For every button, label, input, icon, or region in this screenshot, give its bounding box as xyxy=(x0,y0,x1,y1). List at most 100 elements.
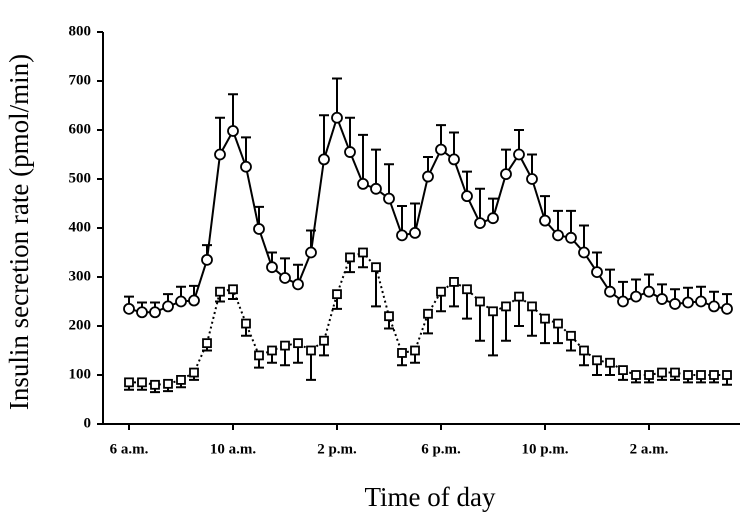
marker xyxy=(709,370,719,380)
marker xyxy=(280,340,290,351)
marker xyxy=(566,330,576,341)
marker xyxy=(592,355,602,366)
marker xyxy=(552,229,564,242)
error-bar xyxy=(332,77,342,118)
y-tick-label: 0 xyxy=(84,415,92,431)
x-tick-label: 6 p.m. xyxy=(421,441,461,457)
marker xyxy=(266,261,278,274)
marker xyxy=(357,177,369,190)
marker xyxy=(240,160,252,173)
marker xyxy=(137,377,147,388)
marker xyxy=(643,285,655,298)
marker xyxy=(228,284,238,295)
marker xyxy=(500,168,512,181)
marker xyxy=(188,294,200,307)
marker xyxy=(683,370,693,380)
marker xyxy=(461,190,473,203)
error-bar xyxy=(501,306,511,342)
marker xyxy=(514,291,524,302)
marker xyxy=(345,252,355,263)
marker xyxy=(565,231,577,244)
marker xyxy=(396,229,408,242)
marker xyxy=(410,345,420,356)
marker xyxy=(669,298,681,310)
marker xyxy=(708,300,720,313)
y-axis-title: Insulin secretion rate (pmol/min) xyxy=(4,54,34,410)
error-bar xyxy=(215,116,225,155)
error-bar xyxy=(475,301,485,342)
marker xyxy=(617,295,629,308)
marker xyxy=(150,379,160,390)
marker xyxy=(214,148,226,161)
marker xyxy=(462,284,472,295)
x-tick-label: 2 a.m. xyxy=(630,441,669,457)
marker xyxy=(474,217,486,230)
marker xyxy=(488,306,498,317)
marker xyxy=(435,143,447,156)
marker xyxy=(527,301,537,312)
marker xyxy=(618,365,628,376)
y-tick-label: 400 xyxy=(69,219,92,235)
marker xyxy=(436,286,446,297)
y-tick-label: 200 xyxy=(69,317,92,333)
y-tick-label: 600 xyxy=(69,121,92,137)
marker xyxy=(305,246,317,259)
marker xyxy=(293,338,303,349)
marker xyxy=(267,345,277,356)
series-line xyxy=(128,114,728,314)
marker xyxy=(605,357,615,368)
marker xyxy=(448,153,460,166)
marker xyxy=(358,247,368,258)
marker xyxy=(526,173,538,185)
x-tick-label: 10 a.m. xyxy=(210,441,256,457)
marker xyxy=(475,296,485,307)
marker xyxy=(332,289,342,300)
marker xyxy=(644,370,654,380)
marker xyxy=(422,170,434,183)
marker xyxy=(696,370,706,380)
marker xyxy=(501,301,511,312)
marker xyxy=(631,370,641,380)
marker xyxy=(540,313,550,324)
x-tick-label: 6 a.m. xyxy=(110,441,149,457)
error-bar xyxy=(319,114,329,160)
marker xyxy=(241,318,251,329)
marker xyxy=(579,345,589,356)
error-bar xyxy=(371,267,381,308)
x-tick-label: 10 p.m. xyxy=(521,441,568,457)
marker xyxy=(254,350,264,361)
marker xyxy=(371,262,381,273)
marker xyxy=(721,302,733,315)
marker xyxy=(279,272,291,284)
marker xyxy=(175,295,187,308)
marker xyxy=(318,153,330,166)
marker xyxy=(487,212,499,225)
marker xyxy=(136,306,148,319)
marker xyxy=(189,367,199,378)
marker xyxy=(670,367,680,378)
marker xyxy=(682,296,694,309)
marker xyxy=(149,306,161,319)
y-tick-label: 500 xyxy=(69,170,92,186)
y-tick-label: 100 xyxy=(69,366,92,382)
marker xyxy=(162,300,174,313)
marker xyxy=(227,125,239,137)
marker xyxy=(202,338,212,349)
marker xyxy=(423,308,433,319)
marker xyxy=(201,253,213,266)
marker xyxy=(215,286,225,297)
error-bar xyxy=(228,93,238,131)
marker xyxy=(449,276,459,287)
marker xyxy=(163,378,173,389)
y-tick-label: 300 xyxy=(69,268,92,284)
marker xyxy=(604,285,616,298)
marker xyxy=(397,348,407,358)
x-tick-label: 2 p.m. xyxy=(317,441,357,457)
marker xyxy=(123,302,135,315)
marker xyxy=(513,148,525,161)
marker xyxy=(656,293,668,305)
marker xyxy=(319,335,329,346)
marker xyxy=(553,318,563,329)
marker xyxy=(306,345,316,356)
